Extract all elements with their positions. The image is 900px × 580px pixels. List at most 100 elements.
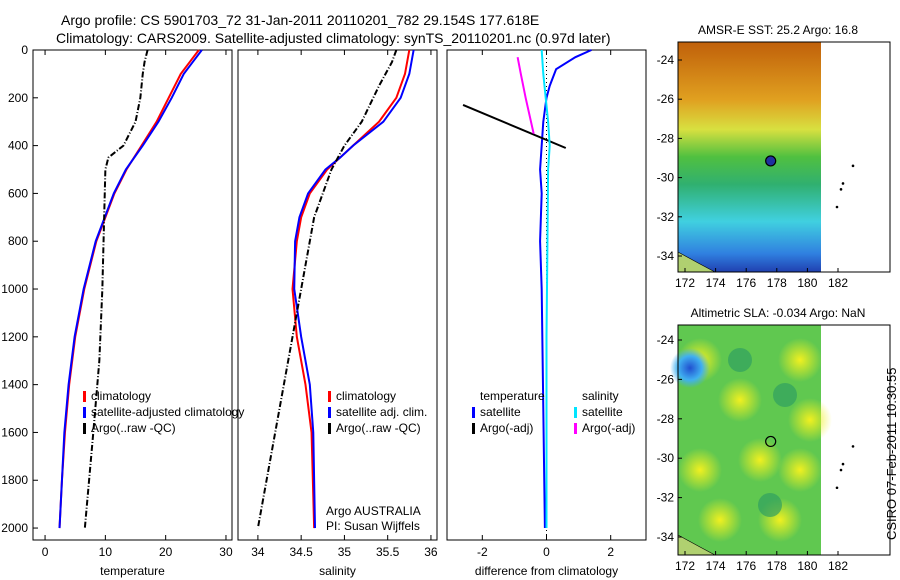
lon-tick-label: 178 [767, 276, 787, 290]
argo-float-marker [765, 155, 777, 167]
lat-tick-label: -26 [657, 92, 675, 106]
legend-entry: satellite adj. clim. [336, 405, 427, 419]
legend-swatch [328, 407, 331, 418]
legend-swatch [472, 407, 475, 418]
legend-swatch [574, 407, 577, 418]
x-tick-label: 36 [424, 545, 438, 559]
x-tick-label: 30 [219, 545, 233, 559]
lon-tick-label: 172 [675, 276, 695, 290]
x-axis-label: difference from climatology [475, 564, 618, 578]
sla-high-blob [698, 498, 742, 542]
title-line-1: Argo profile: CS 5901703_72 31-Jan-2011 … [61, 12, 540, 28]
y-tick-label: 1200 [1, 330, 28, 344]
y-tick-label: 1800 [1, 473, 28, 487]
series-line-satellite-adj-clim- [293, 49, 415, 529]
legend-entry: Argo(-adj) [582, 421, 635, 435]
argo-float-marker [765, 435, 777, 448]
legend-entry: climatology [91, 389, 151, 403]
lat-tick-label: -30 [657, 451, 675, 465]
series-line-climatology [291, 49, 411, 529]
lat-tick-label: -26 [657, 372, 675, 386]
series-line-salinity-argo-adj- [516, 56, 535, 134]
lat-tick-label: -28 [657, 131, 675, 145]
y-tick-label: 200 [8, 91, 28, 105]
lat-tick-label: -34 [657, 530, 675, 544]
map-frame [677, 41, 891, 273]
series-line-argo-raw-qc- [256, 49, 398, 529]
x-tick-label: 0 [42, 545, 49, 559]
island [851, 164, 855, 168]
x-tick-label: -2 [477, 545, 488, 559]
title-line-2: Climatology: CARS2009. Satellite-adjuste… [56, 30, 611, 46]
x-tick-label: 10 [99, 545, 113, 559]
panel-0-frame [32, 49, 233, 541]
lat-tick-label: -24 [657, 333, 675, 347]
lon-tick-label: 182 [828, 559, 848, 573]
lat-tick-label: -30 [657, 171, 675, 185]
island [841, 462, 845, 466]
island [841, 182, 845, 185]
annotation-text: Argo AUSTRALIA [326, 504, 421, 518]
annotation-text: PI: Susan Wijffels [326, 519, 420, 533]
sla-low-blob [670, 348, 710, 388]
sla-high-blob [718, 378, 762, 422]
x-tick-label: 0 [543, 545, 550, 559]
lon-tick-label: 180 [797, 559, 817, 573]
sla-low-blob [728, 348, 752, 372]
x-tick-label: 2 [607, 545, 614, 559]
y-tick-label: 600 [8, 186, 28, 200]
lon-tick-label: 176 [736, 559, 756, 573]
series-line-satellite-adjusted-climatology [58, 49, 203, 529]
lon-tick-label: 180 [797, 276, 817, 290]
map-title: AMSR-E SST: 25.2 Argo: 16.8 [698, 23, 858, 37]
sla-high-blob [778, 338, 822, 382]
island [839, 188, 843, 191]
x-tick-label: 34 [251, 545, 265, 559]
sla-map-field [670, 325, 832, 556]
legend-swatch [328, 391, 331, 402]
x-tick-label: 35 [338, 545, 352, 559]
y-tick-label: 1400 [1, 378, 28, 392]
legend-entry: Argo(..raw -QC) [91, 421, 176, 435]
x-axis-label: salinity [319, 564, 356, 578]
x-tick-label: 34.5 [289, 545, 313, 559]
sla-low-blob [773, 383, 797, 407]
sla-low-blob [758, 493, 782, 517]
legend-swatch [472, 423, 475, 434]
lon-tick-label: 178 [767, 559, 787, 573]
sla-high-blob [788, 398, 832, 442]
legend-swatch [83, 423, 86, 434]
legend-heading: temperature [480, 389, 545, 403]
lon-tick-label: 174 [706, 276, 726, 290]
map-frame [677, 324, 891, 556]
sst-field [678, 42, 821, 272]
y-tick-label: 800 [8, 234, 28, 248]
legend-entry: Argo(..raw -QC) [336, 421, 421, 435]
island [839, 468, 843, 472]
legend-entry: Argo(-adj) [480, 421, 533, 435]
lon-tick-label: 176 [736, 276, 756, 290]
legend-swatch [328, 423, 331, 434]
x-tick-label: 20 [159, 545, 173, 559]
legend-entry: satellite [480, 405, 521, 419]
y-tick-label: 1600 [1, 425, 28, 439]
lat-tick-label: -34 [657, 249, 675, 263]
lon-tick-label: 172 [675, 559, 695, 573]
island [835, 205, 839, 209]
y-tick-label: 400 [8, 139, 28, 153]
map-title: Altimetric SLA: -0.034 Argo: NaN [691, 306, 866, 320]
lat-tick-label: -28 [657, 412, 675, 426]
y-tick-label: 0 [21, 43, 28, 57]
legend-heading: salinity [582, 389, 619, 403]
series-line-temperature-satellite [539, 49, 592, 529]
sla-high-blob [738, 438, 782, 482]
legend-entry: satellite [582, 405, 623, 419]
x-tick-label: 35.5 [376, 545, 400, 559]
lat-tick-label: -24 [657, 53, 675, 67]
sst-map-field [677, 42, 821, 273]
legend-swatch [83, 407, 86, 418]
x-axis-label: temperature [100, 564, 165, 578]
y-tick-label: 1000 [1, 282, 28, 296]
